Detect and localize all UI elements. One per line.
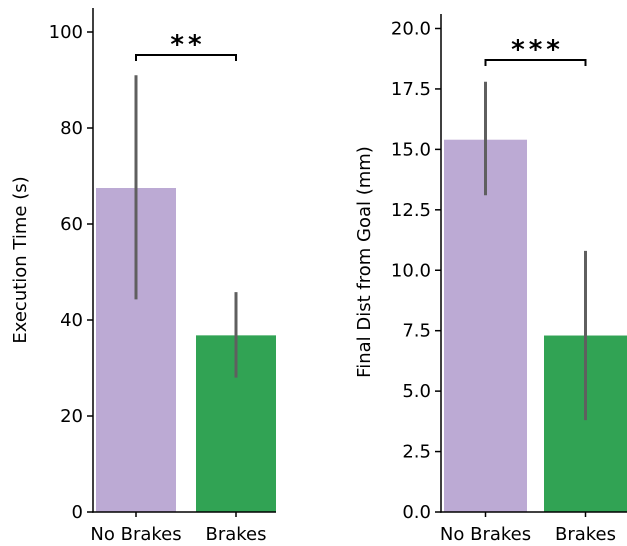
y-axis-label: Execution Time (s) [10,176,31,343]
x-tick-label-1: Brakes [555,524,616,545]
y-tick-label-3: 7.5 [402,321,431,342]
y-tick-label-2: 40 [60,310,83,331]
y-tick-label-2: 5.0 [402,381,431,402]
x-tick-label-0: No Brakes [90,524,181,545]
execution-time-panel: No Brakes Brakes 0 20 40 60 80 100 Execution Tim… [10,8,276,545]
y-tick-label-1: 2.5 [402,442,431,463]
y-tick-label-0: 0 [72,502,83,523]
y-tick-label-4: 80 [60,118,83,139]
final-distance-panel: No Brakes Brakes 0.0 2.5 5.0 7.5 10.0 12.5 15.0 1… [354,14,627,545]
y-tick-label-6: 15.0 [391,139,431,160]
x-tick-label-0: No Brakes [440,524,531,545]
significance-bracket [135,54,237,61]
y-tick-label-0: 0.0 [402,502,431,523]
y-tick-label-7: 17.5 [391,79,431,100]
y-axis-label: Final Dist from Goal (mm) [354,146,375,378]
y-tick-label-3: 60 [60,214,83,235]
bar-0 [444,139,527,512]
significance-stars: *** [511,35,564,65]
significance-stars: ** [170,30,205,60]
y-tick-label-1: 20 [60,406,83,427]
y-tick-label-5: 12.5 [391,200,431,221]
y-tick-label-8: 20.0 [391,19,431,40]
significance-bracket [484,59,587,66]
x-tick-label-1: Brakes [205,524,266,545]
y-tick-label-4: 10.0 [391,260,431,281]
y-tick-label-5: 100 [49,22,83,43]
